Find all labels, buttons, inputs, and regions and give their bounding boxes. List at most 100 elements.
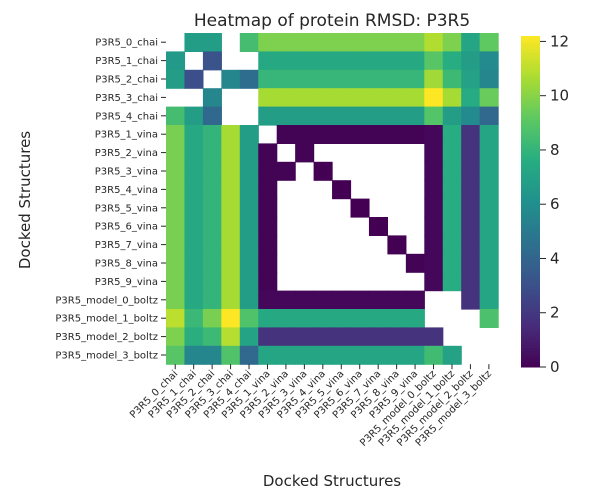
heatmap-cell — [221, 161, 241, 181]
heatmap-cell — [368, 290, 388, 310]
colorbar-segment — [521, 344, 540, 349]
heatmap-cell — [368, 345, 388, 365]
colorbar-segment — [521, 223, 540, 227]
y-tick-label: P3R5_5_vina — [95, 203, 158, 214]
heatmap-cell — [295, 345, 315, 365]
colorbar-tick-label: 2 — [550, 304, 560, 322]
colorbar-segment — [521, 364, 540, 368]
colorbar-segment — [521, 132, 540, 136]
heatmap-cell — [368, 69, 388, 89]
heatmap-cell — [387, 290, 407, 310]
colorbar-segment — [521, 171, 540, 175]
heatmap-cell — [479, 272, 499, 292]
y-tick-label: P3R5_4_vina — [95, 185, 158, 196]
heatmap-cell — [166, 327, 186, 347]
colorbar-segment — [521, 325, 540, 329]
heatmap-cell — [387, 309, 407, 328]
heatmap-cell — [202, 88, 222, 108]
heatmap-cell — [239, 235, 259, 255]
colorbar-segment — [521, 102, 540, 106]
heatmap-cell — [368, 125, 388, 144]
heatmap-cell — [479, 161, 499, 181]
colorbar-segment — [521, 218, 540, 222]
heatmap-cell — [276, 290, 296, 310]
colorbar-segment — [521, 207, 540, 211]
heatmap-cell — [184, 327, 204, 347]
colorbar-segment — [521, 314, 540, 318]
heatmap-cell — [442, 88, 462, 108]
heatmap-cell — [387, 51, 407, 71]
chart-title: Heatmap of protein RMSD: P3R5 — [194, 11, 470, 31]
heatmap-cell — [442, 106, 462, 126]
heatmap-cell — [313, 69, 333, 89]
heatmap-cell — [479, 88, 499, 108]
heatmap-cell — [313, 309, 333, 328]
heatmap-cell — [221, 345, 241, 365]
heatmap-cell — [184, 180, 204, 200]
colorbar-segment — [521, 149, 540, 153]
colorbar-segment — [521, 339, 540, 343]
heatmap-cell — [221, 217, 241, 236]
colorbar-segment — [521, 306, 540, 310]
heatmap-cell — [387, 88, 407, 108]
heatmap-cell — [258, 290, 278, 310]
colorbar-segment — [521, 275, 540, 280]
heatmap-cell — [424, 253, 444, 273]
colorbar-segment — [521, 118, 540, 123]
colorbar-tick-label: 10 — [550, 87, 569, 105]
heatmap-cell — [313, 125, 333, 144]
heatmap-cell — [479, 180, 499, 200]
heatmap-cell — [276, 161, 296, 181]
colorbar-segment — [521, 270, 540, 274]
heatmap-cell — [258, 272, 278, 292]
colorbar-segment — [521, 198, 540, 202]
heatmap-cell — [258, 253, 278, 273]
heatmap-cell — [332, 327, 352, 347]
heatmap-cell — [258, 235, 278, 255]
colorbar-segment — [521, 138, 540, 142]
colorbar-segment — [521, 273, 540, 277]
heatmap-cell — [405, 51, 425, 71]
heatmap-cell — [442, 143, 462, 163]
colorbar-segment — [521, 190, 540, 194]
colorbar-segment — [521, 333, 540, 338]
colorbar-segment — [521, 77, 540, 81]
colorbar-segment — [521, 220, 540, 225]
heatmap-cell — [461, 290, 481, 310]
heatmap-cell — [424, 327, 444, 347]
heatmap-cell — [166, 69, 186, 89]
heatmap-cell — [184, 143, 204, 163]
heatmap-cell — [313, 106, 333, 126]
heatmap-cell — [424, 88, 444, 108]
colorbar-segment — [521, 295, 540, 299]
heatmap-cell — [479, 125, 499, 144]
heatmap-cell — [202, 125, 222, 144]
heatmap-cell — [258, 309, 278, 328]
colorbar-segment — [521, 309, 540, 313]
heatmap-cell — [479, 143, 499, 163]
colorbar-segment — [521, 264, 540, 269]
heatmap-cell — [405, 88, 425, 108]
heatmap-cell — [258, 69, 278, 89]
heatmap-cell — [368, 51, 388, 71]
colorbar-segment — [521, 240, 540, 244]
heatmap-cell — [202, 33, 222, 52]
heatmap-cell — [202, 143, 222, 163]
heatmap-cell — [442, 345, 462, 365]
colorbar-segment — [521, 237, 540, 241]
heatmap-cell — [239, 272, 259, 292]
colorbar-segment — [521, 176, 540, 180]
heatmap-cell — [166, 51, 186, 71]
heatmap-cell — [221, 143, 241, 163]
heatmap-cell — [332, 51, 352, 71]
colorbar-segment — [521, 311, 540, 316]
colorbar-segment — [521, 182, 540, 186]
heatmap-cell — [461, 253, 481, 273]
colorbar-segment — [521, 107, 540, 111]
colorbar-segment — [521, 49, 540, 54]
colorbar-tick-label: 0 — [550, 358, 560, 376]
heatmap-cell — [332, 125, 352, 144]
heatmap-cell — [332, 309, 352, 328]
heatmap-cell — [258, 345, 278, 365]
